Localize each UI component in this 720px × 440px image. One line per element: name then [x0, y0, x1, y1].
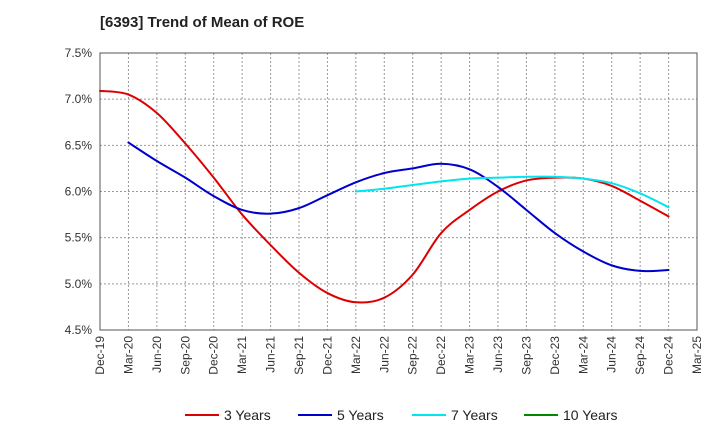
x-tick-label: Dec-20 — [207, 336, 221, 375]
x-tick-label: Mar-23 — [463, 336, 477, 374]
x-tick-label: Sep-21 — [292, 336, 306, 375]
legend: 3 Years 5 Years 7 Years 10 Years — [185, 407, 618, 423]
series-lines — [99, 89, 670, 304]
legend-label: 3 Years — [224, 407, 271, 423]
y-tick-label: 6.0% — [65, 185, 93, 199]
x-tick-label: Dec-22 — [434, 336, 448, 375]
legend-label: 5 Years — [337, 407, 384, 423]
legend-label: 10 Years — [563, 407, 618, 423]
x-tick-label: Jun-23 — [491, 336, 505, 373]
y-tick-label: 7.0% — [65, 92, 93, 106]
x-tick-label: Dec-19 — [93, 336, 107, 375]
x-tick-label: Sep-20 — [178, 336, 192, 375]
x-tick-label: Sep-24 — [633, 336, 647, 375]
x-tick-label: Jun-21 — [264, 336, 278, 373]
series-line-7-years — [354, 175, 670, 209]
y-tick-label: 5.5% — [65, 231, 93, 245]
x-tick-label: Mar-20 — [121, 336, 135, 374]
x-tick-label: Jun-24 — [605, 336, 619, 373]
legend-label: 7 Years — [451, 407, 498, 423]
x-tick-label: Dec-23 — [548, 336, 562, 375]
y-tick-label: 7.5% — [65, 46, 93, 60]
x-tick-label: Dec-24 — [662, 336, 676, 375]
x-tick-label: Mar-21 — [235, 336, 249, 374]
x-tick-label: Jun-22 — [377, 336, 391, 373]
series-line-5-years — [127, 141, 670, 273]
chart-title: [6393] Trend of Mean of ROE — [100, 14, 305, 31]
x-tick-label: Mar-22 — [349, 336, 363, 374]
x-tick-label: Sep-22 — [406, 336, 420, 375]
x-tick-label: Mar-24 — [576, 336, 590, 374]
y-tick-label: 6.5% — [65, 138, 93, 152]
grid-lines — [100, 53, 697, 330]
axes: 4.5% 5.0% 5.5% 6.0% 6.5% 7.0% 7.5% Dec-19 Mar-20… — [65, 46, 704, 375]
y-tick-label: 5.0% — [65, 277, 93, 291]
x-tick-label: Sep-23 — [519, 336, 533, 375]
x-tick-label: Jun-20 — [150, 336, 164, 373]
plot-area-frame — [99, 52, 698, 331]
x-tick-label: Dec-21 — [320, 336, 334, 375]
y-tick-label: 4.5% — [65, 323, 93, 337]
x-tick-label: Mar-25 — [690, 336, 704, 374]
